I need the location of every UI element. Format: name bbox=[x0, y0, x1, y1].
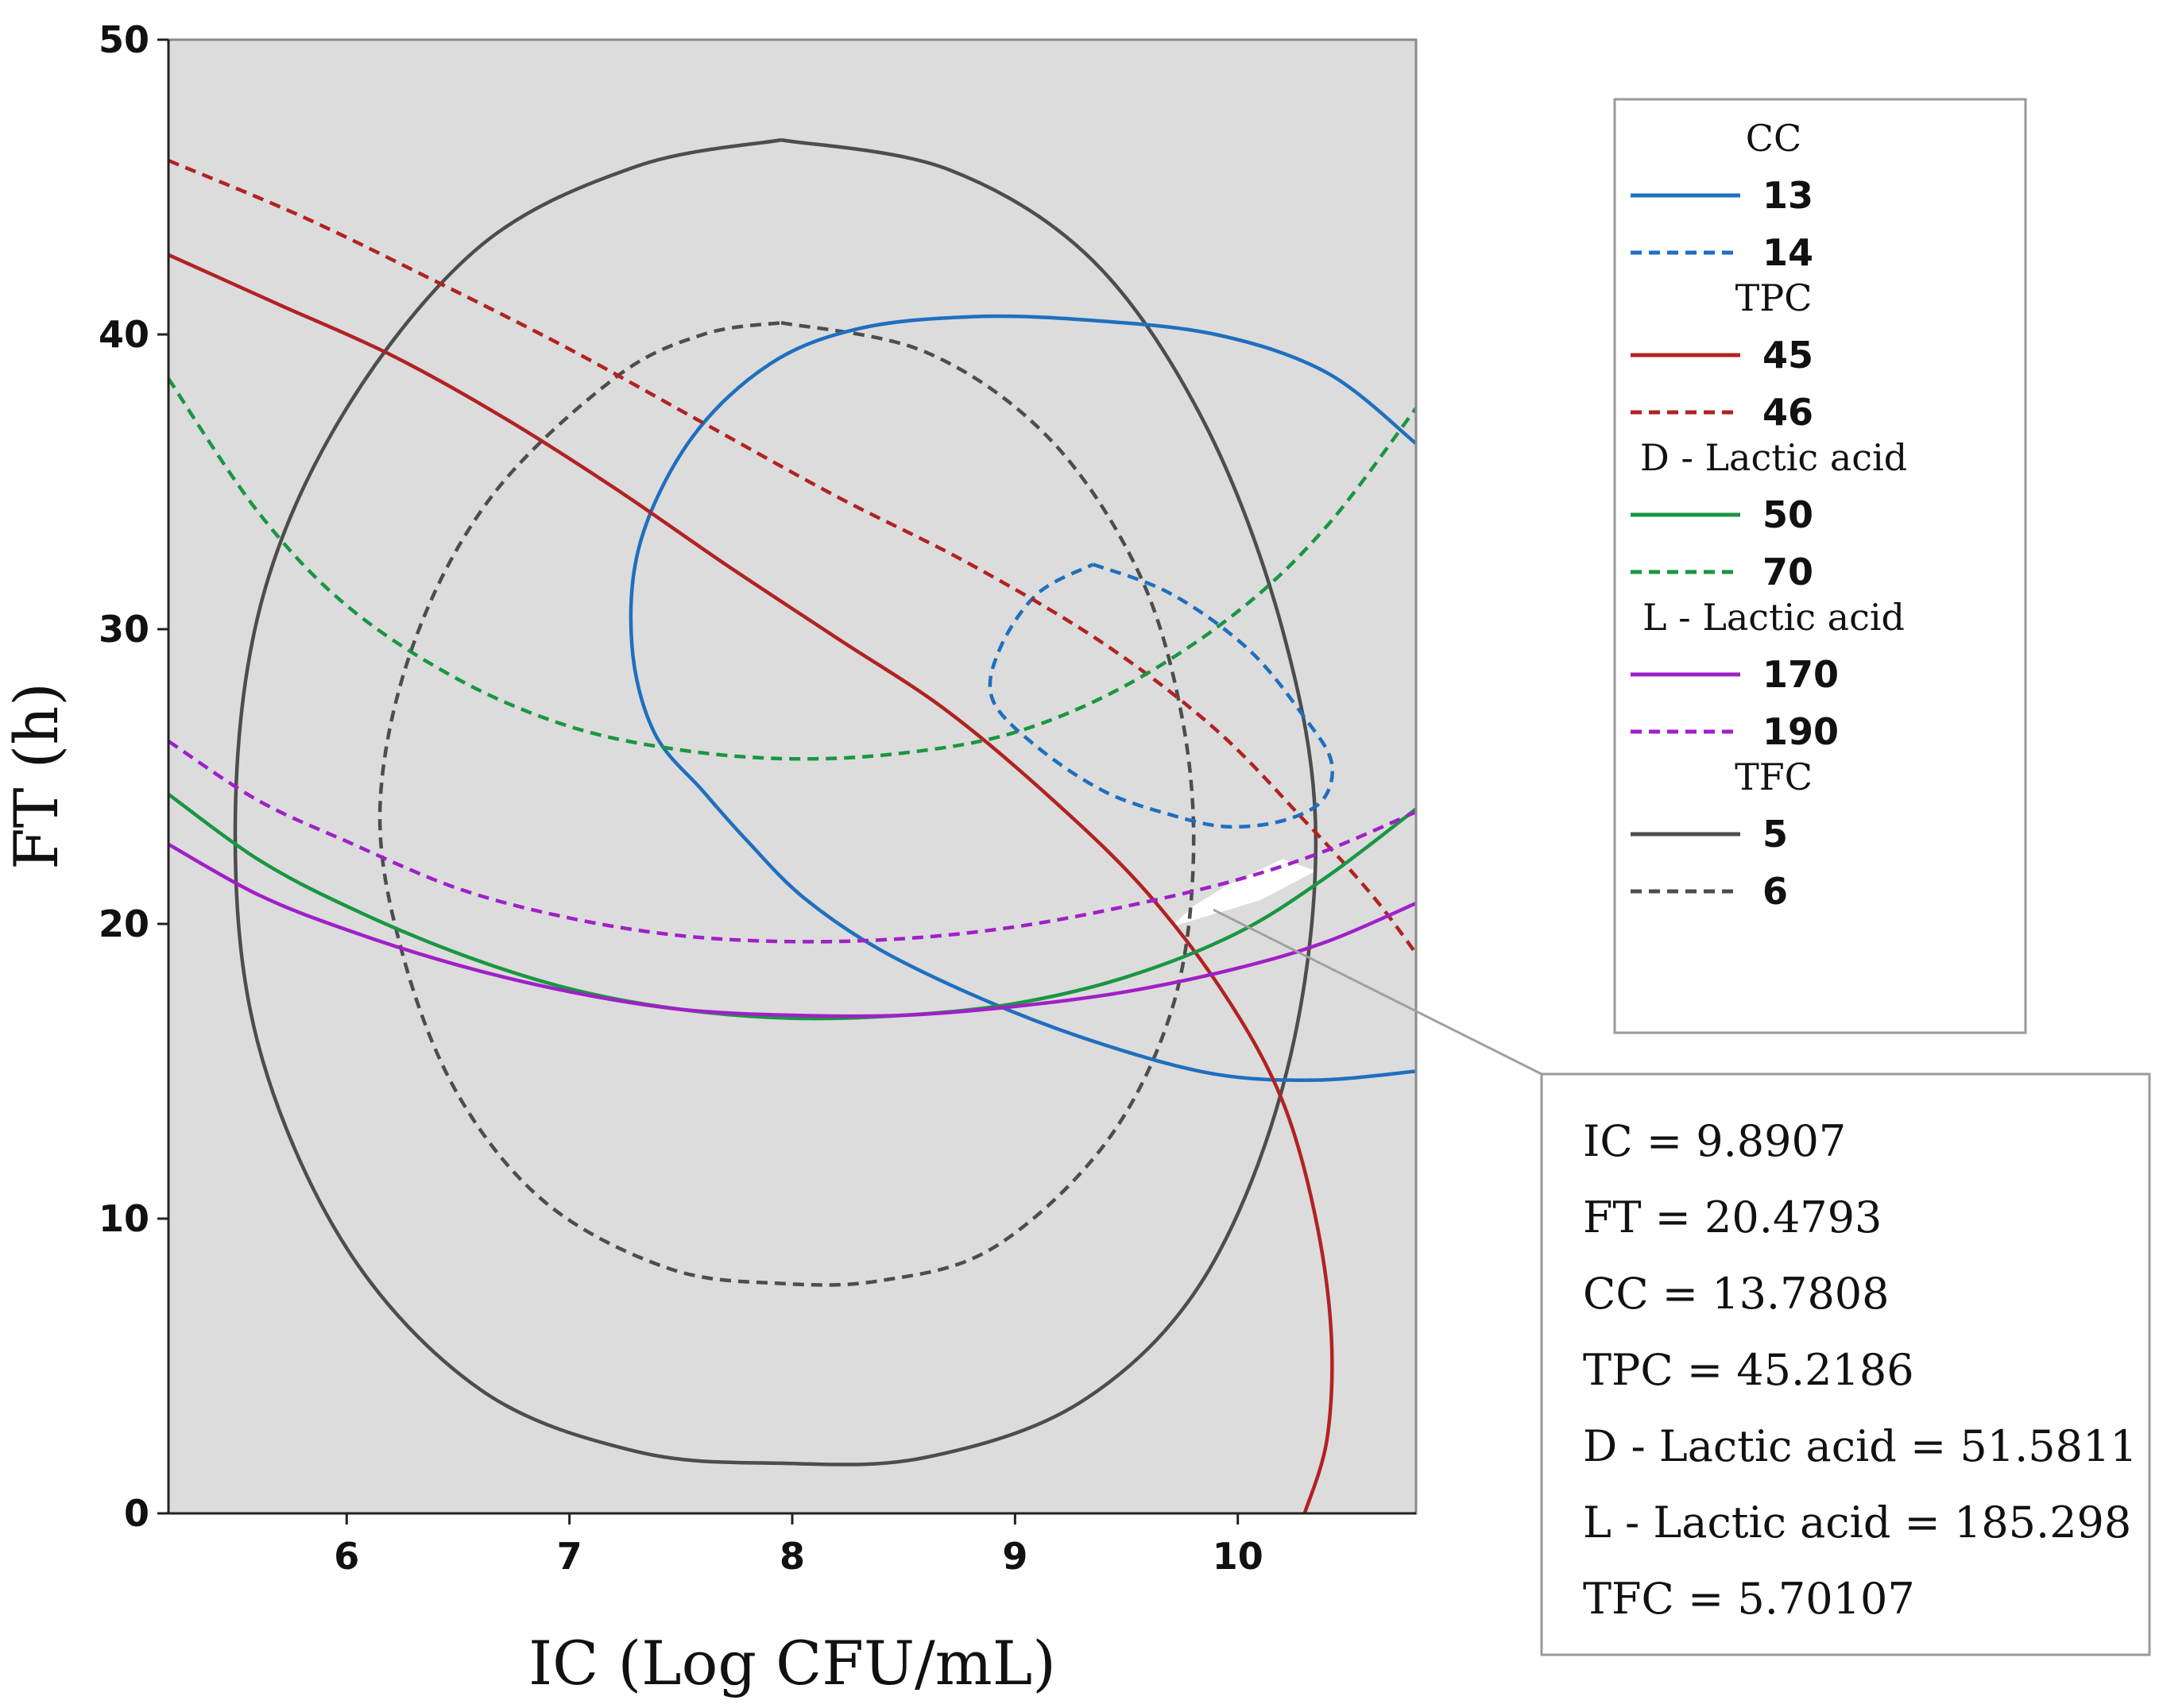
legend-group-l-lactic-acid: L - Lactic acid bbox=[1642, 596, 1905, 639]
annotation-line: IC = 9.8907 bbox=[1583, 1116, 1846, 1166]
legend-item-label: 70 bbox=[1762, 551, 1813, 593]
annotation-line: CC = 13.7808 bbox=[1583, 1269, 1890, 1319]
legend-box bbox=[1613, 98, 2027, 1034]
feasible-region-area bbox=[1170, 859, 1316, 927]
y-tick-label: 50 bbox=[99, 18, 149, 61]
series-line-d-lactic-acid-50 bbox=[168, 792, 1416, 1021]
annotation-line: TPC = 45.2186 bbox=[1583, 1345, 1914, 1395]
y-tick-label: 0 bbox=[124, 1492, 149, 1535]
y-axis-ticks: 0 10 20 30 40 50 bbox=[99, 18, 168, 1535]
annotation-line: D - Lactic acid = 51.5811 bbox=[1583, 1421, 2138, 1471]
series-line-cc-14 bbox=[988, 562, 1334, 829]
legend-item-label: 5 bbox=[1762, 813, 1788, 856]
series-line-l-lactic-acid-190 bbox=[168, 740, 1416, 944]
y-tick-label: 20 bbox=[99, 902, 149, 945]
x-tick-label: 10 bbox=[1213, 1535, 1263, 1578]
x-axis-ticks: 6 7 8 9 10 bbox=[334, 1513, 1263, 1578]
series-line-d-lactic-acid-70 bbox=[168, 377, 1416, 761]
legend-group-tfc: TFC bbox=[1735, 755, 1813, 798]
series-line-l-lactic-acid-170 bbox=[168, 842, 1416, 1018]
legend-item-label: 170 bbox=[1762, 653, 1839, 696]
plot-background bbox=[168, 40, 1416, 1513]
series-line-cc-13 bbox=[629, 314, 1416, 1083]
y-tick-label: 30 bbox=[99, 608, 149, 651]
x-tick-label: 9 bbox=[1002, 1535, 1027, 1578]
legend-group-cc: CC bbox=[1746, 117, 1801, 160]
legend-item-label: 50 bbox=[1762, 493, 1813, 536]
legend-group-tpc: TPC bbox=[1735, 276, 1813, 319]
y-tick-label: 10 bbox=[99, 1197, 149, 1240]
feasible-region bbox=[1170, 859, 1316, 927]
series-line-tpc-45 bbox=[168, 253, 1334, 1513]
annotation-line: TFC = 5.70107 bbox=[1583, 1574, 1915, 1624]
series-line-tfc-5 bbox=[233, 137, 1318, 1466]
annotation-line: FT = 20.4793 bbox=[1583, 1192, 1882, 1242]
series-line-tfc-6 bbox=[377, 320, 1196, 1287]
annotation-box bbox=[1540, 1072, 2151, 1656]
x-tick-label: 7 bbox=[557, 1535, 582, 1578]
contour-series bbox=[168, 137, 1416, 1513]
x-tick-label: 6 bbox=[334, 1535, 359, 1578]
x-axis-title: IC (Log CFU/mL) bbox=[528, 1628, 1056, 1698]
y-tick-label: 40 bbox=[99, 313, 149, 356]
x-tick-label: 8 bbox=[780, 1535, 805, 1578]
legend-group-d-lactic-acid: D - Lactic acid bbox=[1640, 436, 1907, 479]
legend-item-label: 13 bbox=[1762, 174, 1813, 217]
legend-item-label: 46 bbox=[1762, 391, 1813, 434]
value-annotation: IC = 9.8907 FT = 20.4793 CC = 13.7808 TPC =… bbox=[1213, 908, 2151, 1656]
annotation-leader-line bbox=[1213, 908, 1542, 1076]
legend-item-label: 45 bbox=[1762, 334, 1813, 377]
legend-item-label: 14 bbox=[1762, 231, 1813, 274]
legend-item-label: 190 bbox=[1762, 710, 1839, 753]
series-line-tpc-46 bbox=[168, 159, 1416, 955]
legend-item-label: 6 bbox=[1762, 870, 1788, 913]
annotation-line: L - Lactic acid = 185.298 bbox=[1583, 1497, 2131, 1548]
y-axis-title: FT (h) bbox=[1, 682, 72, 870]
